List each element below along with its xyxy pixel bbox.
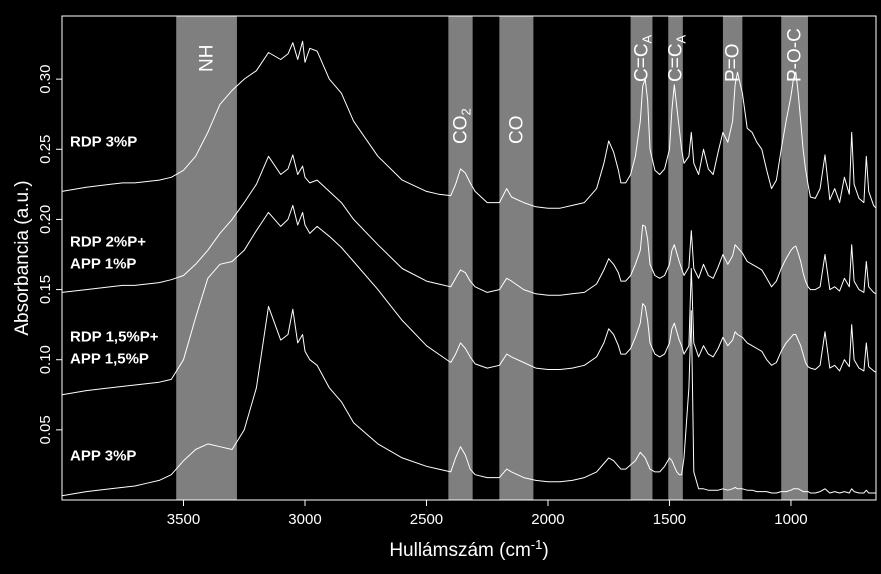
band-label-0: NH xyxy=(197,45,218,72)
band-label-text-6: P-O-C xyxy=(785,28,806,82)
series-label-1-1: APP 1%P xyxy=(70,255,136,272)
band-label-3: C=CA xyxy=(632,34,655,82)
band-label-sub-4: A xyxy=(674,34,689,43)
band-1 xyxy=(448,16,473,500)
band-2 xyxy=(499,16,534,500)
band-4 xyxy=(668,16,683,500)
plot-frame xyxy=(61,15,877,501)
x-tick-label-4: 1500 xyxy=(653,511,686,528)
x-tick-label-1: 3000 xyxy=(288,511,321,528)
series-line-0 xyxy=(61,40,877,209)
band-6 xyxy=(781,16,808,500)
y-tick-label-3: 0.20 xyxy=(37,205,54,234)
series-line-1 xyxy=(61,154,877,296)
series-label-0-0: RDP 3%P xyxy=(70,133,137,150)
y-axis: 0.05 0.10 0.15 0.20 0.25 0.30 xyxy=(37,65,62,444)
x-axis-title: Hullámszám (cm-1) xyxy=(389,537,548,561)
band-label-1: CO2 xyxy=(450,108,473,144)
x-axis-title-sup: -1 xyxy=(531,537,543,552)
series-label-1-0: RDP 2%P+ xyxy=(70,233,146,250)
y-tick-label-2: 0.15 xyxy=(37,275,54,304)
spectra-series xyxy=(61,40,877,497)
series-label-3-0: APP 3%P xyxy=(70,448,136,465)
series-line-2 xyxy=(61,204,877,396)
band-5 xyxy=(722,16,743,500)
series-line-3 xyxy=(61,305,876,497)
band-label-5: P=O xyxy=(723,43,744,82)
band-0 xyxy=(176,16,237,500)
band-label-text-3: C=C xyxy=(632,43,653,82)
band-label-text-0: NH xyxy=(197,45,218,72)
x-axis: 3500 3000 2500 2000 1500 1000 xyxy=(167,500,808,528)
band-label-2: CO xyxy=(506,116,527,145)
x-axis-title-main: Hullámszám (cm xyxy=(389,540,530,561)
x-axis-title-close: ) xyxy=(542,540,548,561)
x-tick-label-0: 3500 xyxy=(167,511,200,528)
x-tick-label-3: 2000 xyxy=(531,511,564,528)
x-tick-label-5: 1000 xyxy=(774,511,807,528)
y-tick-label-5: 0.30 xyxy=(37,65,54,94)
band-label-4: C=CA xyxy=(666,34,689,82)
series-labels: RDP 3%P RDP 2%P+ APP 1%P RDP 1,5%P+ APP 1,5%… xyxy=(70,133,159,464)
y-tick-label-0: 0.05 xyxy=(37,415,54,444)
x-tick-label-2: 2500 xyxy=(410,511,443,528)
y-axis-title: Absorbancia (a.u.) xyxy=(12,180,33,335)
band-3 xyxy=(630,16,653,500)
band-label-text-4: C=C xyxy=(666,43,687,82)
y-tick-label-4: 0.25 xyxy=(37,135,54,164)
band-label-text-2: CO xyxy=(506,116,527,145)
series-label-2-1: APP 1,5%P xyxy=(70,351,149,368)
band-label-sub-1: 2 xyxy=(458,108,473,115)
y-tick-label-1: 0.10 xyxy=(37,345,54,374)
band-label-6: P-O-C xyxy=(785,28,806,82)
band-label-text-5: P=O xyxy=(723,43,744,82)
band-label-text-1: CO xyxy=(450,116,471,145)
band-label-sub-3: A xyxy=(640,34,655,43)
series-label-2-0: RDP 1,5%P+ xyxy=(70,329,159,346)
